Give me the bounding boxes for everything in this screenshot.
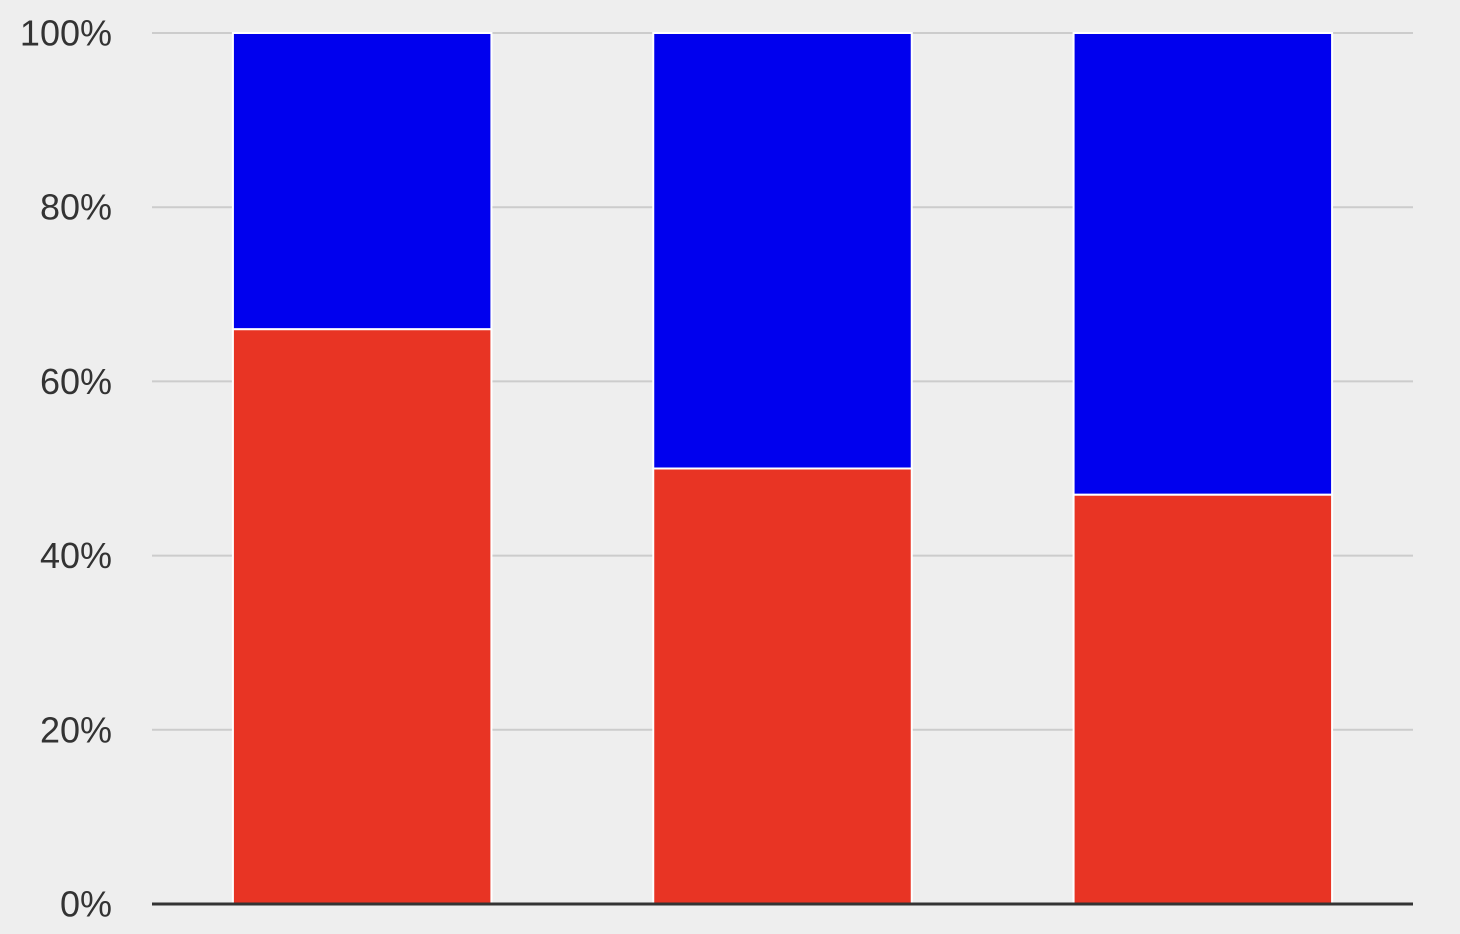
bar-segment-series-1-category-1 — [231, 328, 493, 905]
y-tick-label: 20% — [40, 709, 112, 750]
y-tick-label: 40% — [40, 535, 112, 576]
y-tick-label: 80% — [40, 187, 112, 228]
y-tick-label: 100% — [20, 13, 112, 54]
y-tick-label: 0% — [60, 884, 112, 925]
bar-layer — [231, 32, 1334, 905]
bar-segment-series-1-category-3 — [1072, 493, 1334, 905]
bar-segment-series-2-category-1 — [231, 32, 493, 331]
axis-layer: 0% 20% 40% 60% 80% 100% — [20, 13, 1413, 925]
bar-segment-series-2-category-3 — [1072, 32, 1334, 496]
y-tick-label: 60% — [40, 361, 112, 402]
bar-segment-series-2-category-2 — [652, 32, 913, 470]
bar-segment-series-1-category-2 — [652, 467, 913, 905]
